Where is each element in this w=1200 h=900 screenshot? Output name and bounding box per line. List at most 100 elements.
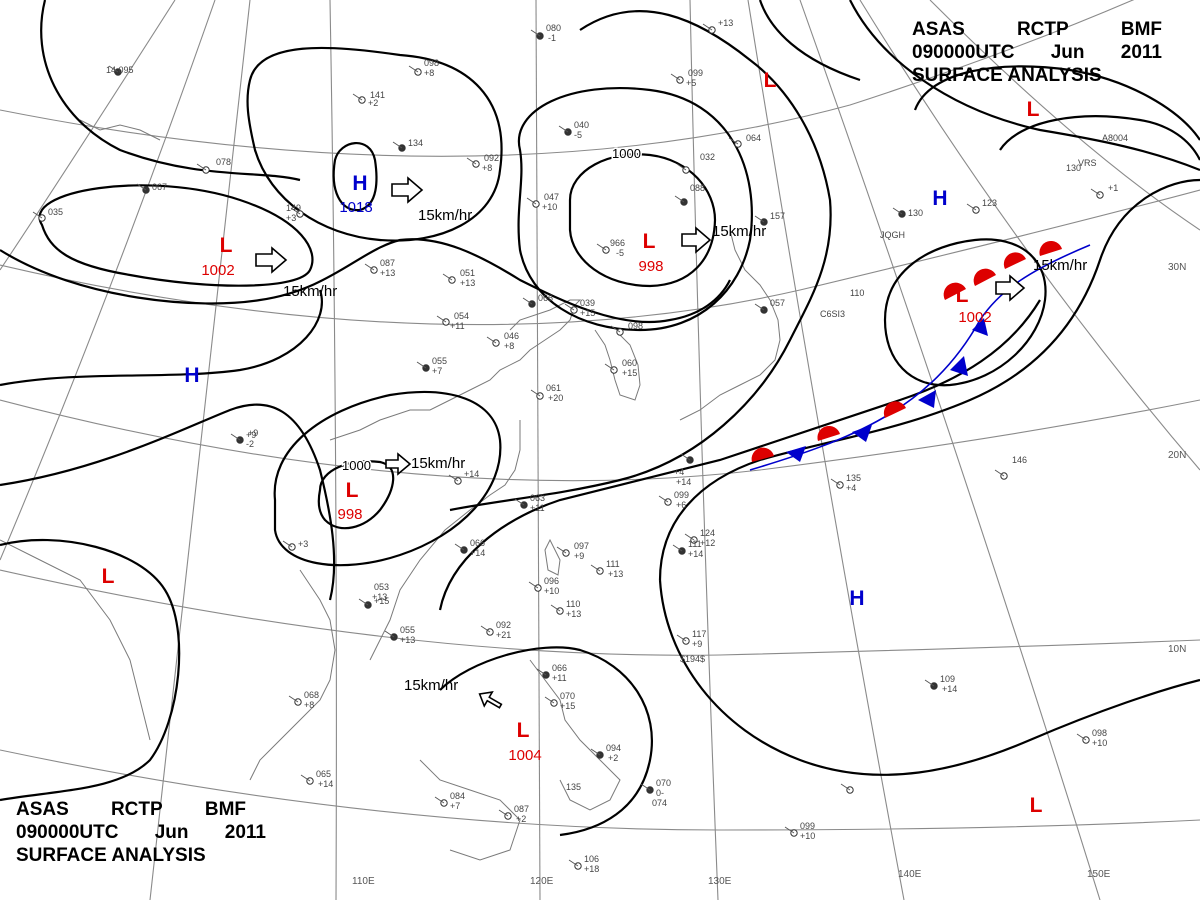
cold-front-barb [852,425,872,442]
wind-staff [610,325,621,333]
parallel-10n [0,569,1200,656]
isobar-north-high-outer [246,46,503,242]
station-value: 068 [304,690,319,700]
wind-staff [352,93,363,101]
station-plot [590,748,604,759]
coast-china-south [369,420,521,661]
wind-staff [416,361,427,369]
pressure-centers: H 1018 L 1002 L 998 L 998 L 1002 L 1004 H H H L L L L [102,69,1043,817]
coast-taiwan [544,538,561,576]
low-pressure-center: L [517,719,530,742]
station-plot [436,315,450,326]
station-plot [728,137,742,148]
station-value: 070 [656,778,671,788]
latitude-label: 10N [1168,644,1186,655]
station-plot [300,774,314,785]
wind-staff [674,195,685,203]
pressure-value: 1004 [508,747,541,764]
wind-staff [544,696,555,704]
isobar-large-east [449,10,832,512]
meridian-west [0,0,216,561]
station-value: 063 [530,493,545,503]
high-pressure-center: H [849,587,864,610]
pressure-value: 998 [337,506,362,523]
wind-staff [300,774,311,782]
station-plot [522,297,536,308]
isobars [0,0,1200,837]
meridian-170e [929,0,1200,231]
wind-staff [966,203,977,211]
title-line-3: SURFACE ANALYSIS [16,845,206,866]
title-year: 2011 [224,822,266,843]
station-value: +8 [304,700,314,710]
station-plot [680,453,694,464]
grid-labels: 110E 120E 130E 140E 150E 30N 20N 10N [352,262,1186,887]
station-plot [658,495,672,506]
warm-front-bump [943,282,966,300]
title-line-1: ASAS RCTP BMF [16,798,246,821]
station-plot [674,195,688,206]
station-value: -2 [246,439,254,449]
station-plot [670,73,684,84]
pressure-value: 998 [638,258,663,275]
station-value: 084 [450,791,465,801]
station-value: 098 [424,58,439,68]
station-value: 066 [538,293,553,303]
station-value: 054 [454,311,469,321]
wind-staff [924,679,935,687]
station-value: 141 [370,90,385,100]
warm-front-bump [751,447,774,462]
wind-staff [288,695,299,703]
station-plot [108,65,122,76]
cold-front-barb [786,446,806,462]
station-plot [596,243,610,254]
title-time: 090000UTC [16,822,119,843]
low-pressure-center: L [956,284,969,307]
movement-arrow-icon [391,176,424,204]
meridian-150e [799,0,1101,900]
wind-staff [684,533,695,541]
wind-staff [550,604,561,612]
station-plot [558,125,572,136]
wind-staff [466,157,477,165]
station-plot [556,546,570,557]
station-value: +9 [248,428,258,438]
wind-staff [480,625,491,633]
wind-staff [658,495,669,503]
station-plot [454,543,468,554]
coast-philippines [529,659,621,811]
station-value: 092 [484,153,499,163]
coast-china [329,299,582,441]
movement-arrows [255,176,1026,709]
wind-staff [230,433,241,441]
warm-front-bump [1039,240,1062,256]
station-plot [610,325,624,336]
wind-staff [536,668,547,676]
station-plot [544,696,558,707]
station-value: 134 [408,138,423,148]
isobar-korea-low-outer [517,86,753,332]
station-value: 099 [800,821,815,831]
coast-west [79,119,161,141]
title-month: Jun [1050,42,1085,63]
station-value: +14 [464,469,479,479]
wind-staff [528,581,539,589]
station-plot [994,469,1008,480]
station-value: +20 [548,393,563,403]
station-value: -5 [616,248,624,258]
title-line-1: ASAS RCTP BMF [912,18,1162,41]
wind-staff [604,363,615,371]
latitude-label: 30N [1168,262,1186,273]
station-value: -1 [548,33,556,43]
wind-staff [702,23,713,31]
station-value: 111 [606,559,620,569]
movement-speed-label: 15km/hr [1033,257,1087,274]
station-value: $194$ [680,654,705,664]
station-plot [498,809,512,820]
station-value: 099 [674,490,689,500]
wind-staff [754,303,765,311]
station-value: 097 [574,541,589,551]
wind-staff [282,540,293,548]
